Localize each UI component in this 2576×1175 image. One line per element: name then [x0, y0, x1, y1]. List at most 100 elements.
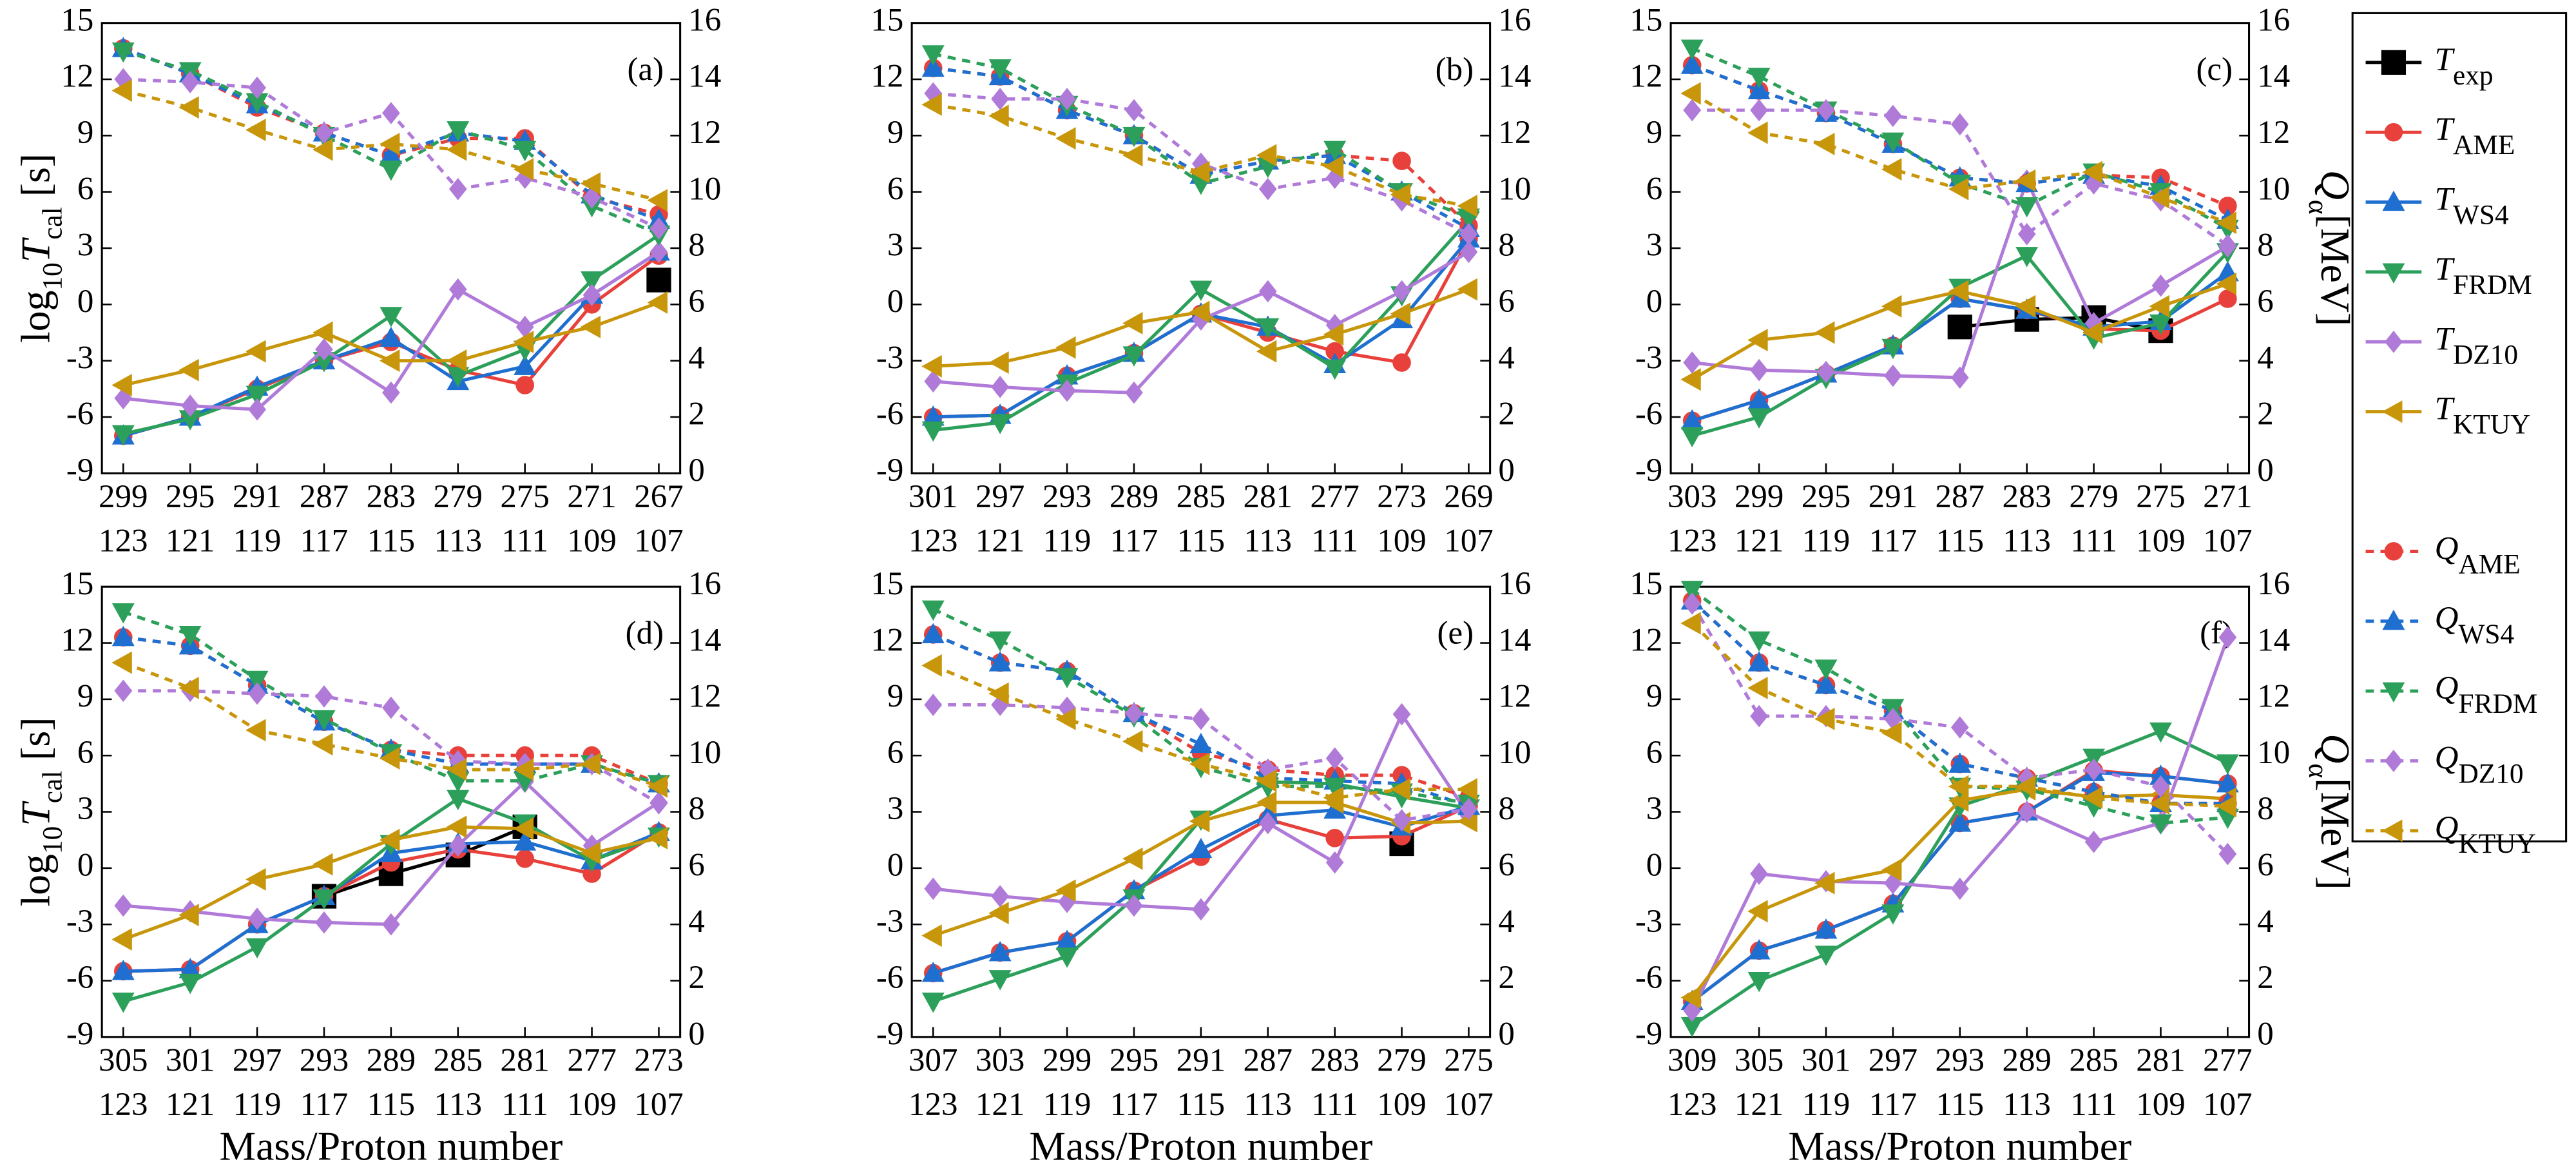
- x-tick-label-proton: 113: [2003, 1087, 2051, 1123]
- x-tick-label: 275: [500, 479, 549, 515]
- y-tick-label: 12: [61, 622, 93, 658]
- legend-label: TKTUY: [2435, 391, 2531, 440]
- x-tick-label-proton: 113: [1244, 1087, 1292, 1123]
- marker: [921, 421, 945, 442]
- y2-tick-label: 16: [1498, 2, 1531, 38]
- y2-tick-label: 10: [1498, 171, 1531, 207]
- y-tick-label: -3: [876, 340, 903, 376]
- marker: [1058, 379, 1076, 402]
- marker: [446, 138, 467, 161]
- marker: [1747, 631, 1771, 652]
- legend-label: TWS4: [2435, 181, 2509, 230]
- y-tick-label: 3: [77, 791, 93, 827]
- panel-label: (a): [628, 52, 664, 88]
- marker: [2384, 122, 2403, 142]
- x-tick-label: 289: [2002, 1042, 2051, 1078]
- x-tick-label-proton: 117: [1869, 523, 1918, 559]
- marker: [921, 600, 945, 621]
- series-line: [1691, 63, 2229, 222]
- marker: [111, 425, 135, 446]
- y-tick-label: 15: [1629, 566, 1662, 602]
- x-tick-label-proton: 117: [300, 1087, 349, 1123]
- x-tick-label-proton: 111: [501, 523, 548, 559]
- y-tick-label: 0: [1646, 284, 1663, 320]
- label-part: Q: [2312, 733, 2358, 763]
- x-tick-label: 301: [1802, 1042, 1850, 1078]
- label-part: 10: [37, 262, 68, 290]
- legend-symbol: T: [2435, 391, 2456, 427]
- x-tick-label: 307: [908, 1042, 957, 1078]
- marker: [2151, 775, 2170, 798]
- marker: [1323, 777, 1347, 799]
- y2-tick-label: 2: [1498, 396, 1515, 432]
- marker: [1948, 280, 1969, 303]
- legend-symbol: T: [2435, 251, 2456, 287]
- y2-axis-label: Qα[MeV]: [2303, 170, 2358, 326]
- y-tick-label: 0: [887, 284, 904, 320]
- y2-tick-label: 10: [688, 171, 721, 207]
- marker: [1055, 668, 1079, 688]
- marker: [647, 826, 668, 850]
- marker: [1392, 280, 1411, 303]
- marker: [1325, 829, 1344, 848]
- x-tick-label: 287: [300, 479, 349, 515]
- x-tick-label: 285: [434, 1042, 483, 1078]
- marker: [921, 56, 945, 77]
- y2-tick-label: 12: [2257, 115, 2290, 151]
- y-tick-label: 12: [61, 59, 93, 95]
- x-tick-label-proton: 119: [233, 523, 282, 559]
- y-tick-label: -6: [1635, 396, 1662, 432]
- marker: [315, 338, 333, 361]
- marker: [1256, 770, 1277, 792]
- marker: [582, 186, 601, 209]
- marker: [647, 189, 668, 212]
- marker: [1256, 791, 1277, 814]
- marker: [2017, 801, 2036, 823]
- y2-tick-label: 4: [2257, 340, 2274, 376]
- marker: [1950, 877, 1969, 900]
- marker: [921, 623, 945, 643]
- marker: [647, 291, 668, 314]
- series-line: [1691, 46, 2229, 230]
- marker: [111, 603, 135, 624]
- marker: [312, 889, 336, 910]
- marker: [2216, 211, 2236, 235]
- marker: [1814, 674, 1838, 694]
- y2-tick-label: 2: [688, 396, 705, 432]
- marker: [2082, 321, 2103, 344]
- y2-tick-label: 4: [2257, 904, 2274, 940]
- marker: [2082, 748, 2106, 770]
- marker: [2216, 272, 2236, 295]
- x-tick-label: 269: [1444, 479, 1493, 515]
- x-tick-label-proton: 107: [2203, 523, 2252, 559]
- marker: [1058, 88, 1076, 110]
- y-tick-label: -3: [66, 340, 93, 376]
- marker: [245, 868, 266, 891]
- marker: [1680, 368, 1701, 391]
- x-tick-label-proton: 111: [2070, 1087, 2117, 1123]
- series-line: [122, 46, 660, 217]
- marker: [1948, 752, 1972, 773]
- marker: [2218, 289, 2237, 308]
- panel-label: (b): [1436, 52, 1474, 88]
- marker: [1323, 141, 1347, 162]
- marker: [2015, 775, 2036, 798]
- x-tick-label: 273: [634, 1042, 683, 1078]
- y-tick-label: -3: [1635, 904, 1662, 940]
- marker: [446, 349, 467, 373]
- label-part: Q: [2312, 170, 2358, 200]
- y2-tick-label: 2: [2257, 396, 2274, 432]
- y-tick-label: -6: [66, 396, 93, 432]
- marker: [1122, 311, 1143, 335]
- marker: [580, 752, 601, 775]
- y2-tick-label: 0: [688, 1016, 705, 1053]
- x-tick-label: 299: [1735, 479, 1783, 515]
- marker: [1881, 904, 1905, 925]
- marker: [1884, 104, 1902, 128]
- y-tick-label: 15: [61, 566, 93, 602]
- marker: [1750, 862, 1768, 885]
- marker: [1881, 338, 1905, 360]
- x-tick-label: 279: [434, 479, 483, 515]
- x-tick-label: 295: [166, 479, 215, 515]
- marker: [991, 376, 1010, 398]
